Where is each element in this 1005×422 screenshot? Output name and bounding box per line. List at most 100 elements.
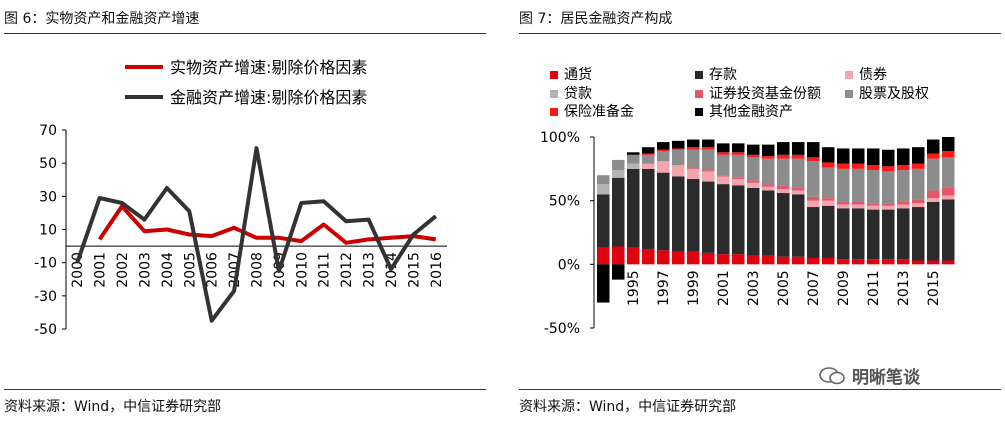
- bar-segment: [717, 254, 730, 265]
- bar-segment: [837, 259, 850, 265]
- bar-segment: [732, 179, 745, 186]
- bar-segment: [747, 255, 760, 265]
- bar-segment: [792, 187, 805, 191]
- x-tick-label: 2003: [746, 270, 762, 306]
- bar-segment: [747, 180, 760, 183]
- bar-segment: [762, 186, 775, 191]
- bar-segment: [747, 187, 760, 256]
- bar-segment: [717, 175, 730, 177]
- bar-segment: [852, 204, 865, 209]
- bar-segment: [867, 148, 880, 166]
- x-tick-label: 2016: [429, 252, 445, 288]
- bar-segment: [807, 257, 820, 265]
- bar-segment: [852, 168, 865, 202]
- bar-segment: [867, 203, 880, 206]
- x-tick-label: 2007: [806, 270, 822, 306]
- bar-segment: [792, 194, 805, 257]
- bar-segment: [672, 148, 685, 150]
- bar-segment: [837, 168, 850, 202]
- bar-segment: [627, 163, 640, 169]
- legend-swatch-1: [550, 71, 558, 79]
- bar-segment: [897, 201, 910, 205]
- bar-segment: [942, 195, 955, 200]
- bar-segment: [687, 167, 700, 169]
- bar-segment: [897, 208, 910, 260]
- x-tick-label: 2008: [250, 252, 266, 288]
- bar-segment: [822, 200, 835, 206]
- bar-segment: [642, 153, 655, 155]
- bar-segment: [927, 260, 940, 265]
- y-tick-label: -30: [34, 289, 57, 305]
- right-source-rule: [519, 389, 1001, 390]
- bar-segment: [657, 149, 670, 152]
- bar-segment: [687, 139, 700, 148]
- x-tick-label: 1995: [626, 270, 642, 306]
- bar-segment: [687, 251, 700, 265]
- legend-label-1: 通货: [564, 66, 592, 83]
- left-source-rule: [4, 389, 486, 390]
- x-tick-label: 2015: [406, 252, 422, 288]
- bar-segment: [807, 157, 820, 162]
- bar-segment: [597, 264, 610, 303]
- bar-segment: [807, 161, 820, 197]
- legend-label-4: 贷款: [564, 86, 592, 102]
- bar-segment: [657, 250, 670, 265]
- legend-label-1: 实物资产增速:剔除价格因素: [170, 58, 367, 77]
- bar-segment: [672, 165, 685, 177]
- bar-segment: [597, 247, 610, 265]
- bar-segment: [912, 199, 925, 204]
- bar-segment: [732, 152, 745, 155]
- bar-segment: [837, 148, 850, 164]
- bar-segment: [897, 259, 910, 265]
- bar-segment: [717, 176, 730, 185]
- bar-segment: [717, 143, 730, 153]
- x-tick-label: 2001: [716, 270, 732, 306]
- bar-segment: [822, 257, 835, 265]
- x-tick-label: 2000: [70, 252, 86, 288]
- bar-segment: [627, 152, 640, 155]
- bar-segment: [867, 259, 880, 265]
- x-tick-label: 2010: [294, 252, 310, 288]
- bar-segment: [852, 163, 865, 169]
- x-tick-label: 2011: [317, 252, 333, 288]
- bar-segment: [792, 154, 805, 159]
- bar-segment: [882, 166, 895, 172]
- bar-segment: [687, 179, 700, 252]
- bar-segment: [597, 184, 610, 195]
- y-tick-label: 30: [39, 189, 57, 205]
- legend-label-6: 股票及股权: [859, 86, 929, 102]
- x-tick-label: 1999: [686, 270, 702, 306]
- y-tick-label: -50%: [544, 321, 580, 337]
- bar-segment: [732, 143, 745, 153]
- bar-segment: [777, 158, 790, 186]
- x-tick-label: 2011: [866, 270, 882, 306]
- bar-segment: [687, 147, 700, 150]
- bar-segment: [657, 172, 670, 251]
- bar-segment: [852, 148, 865, 164]
- legend-label-8: 其他金融资产: [709, 104, 793, 120]
- bar-segment: [732, 154, 745, 178]
- legend-swatch-5: [695, 90, 703, 98]
- bar-segment: [702, 171, 715, 182]
- y-tick-label: 50: [39, 156, 57, 172]
- bar-segment: [642, 168, 655, 250]
- bar-segment: [927, 158, 940, 191]
- bar-segment: [882, 203, 895, 206]
- bar-segment: [927, 201, 940, 261]
- bar-segment: [732, 185, 745, 255]
- left-line-chart: -50 -30 -10 10 30 50 70 2000 2001 2002 2003 2004 200…: [34, 58, 447, 338]
- bar-segment: [597, 194, 610, 248]
- bar-segment: [837, 201, 850, 205]
- bar-segment: [717, 152, 730, 155]
- series-line-1: [97, 204, 437, 245]
- x-tick-label: 2015: [926, 270, 942, 306]
- bar-segment: [807, 207, 820, 258]
- bar-segment: [927, 190, 940, 199]
- bar-segment: [837, 163, 850, 169]
- bar-segment: [702, 170, 715, 172]
- bar-segment: [792, 256, 805, 265]
- left-chart-title: 图 6：实物资产和金融资产增速: [4, 11, 200, 27]
- bar-segment: [777, 189, 790, 194]
- bar-segment: [852, 208, 865, 260]
- bar-segment: [912, 203, 925, 208]
